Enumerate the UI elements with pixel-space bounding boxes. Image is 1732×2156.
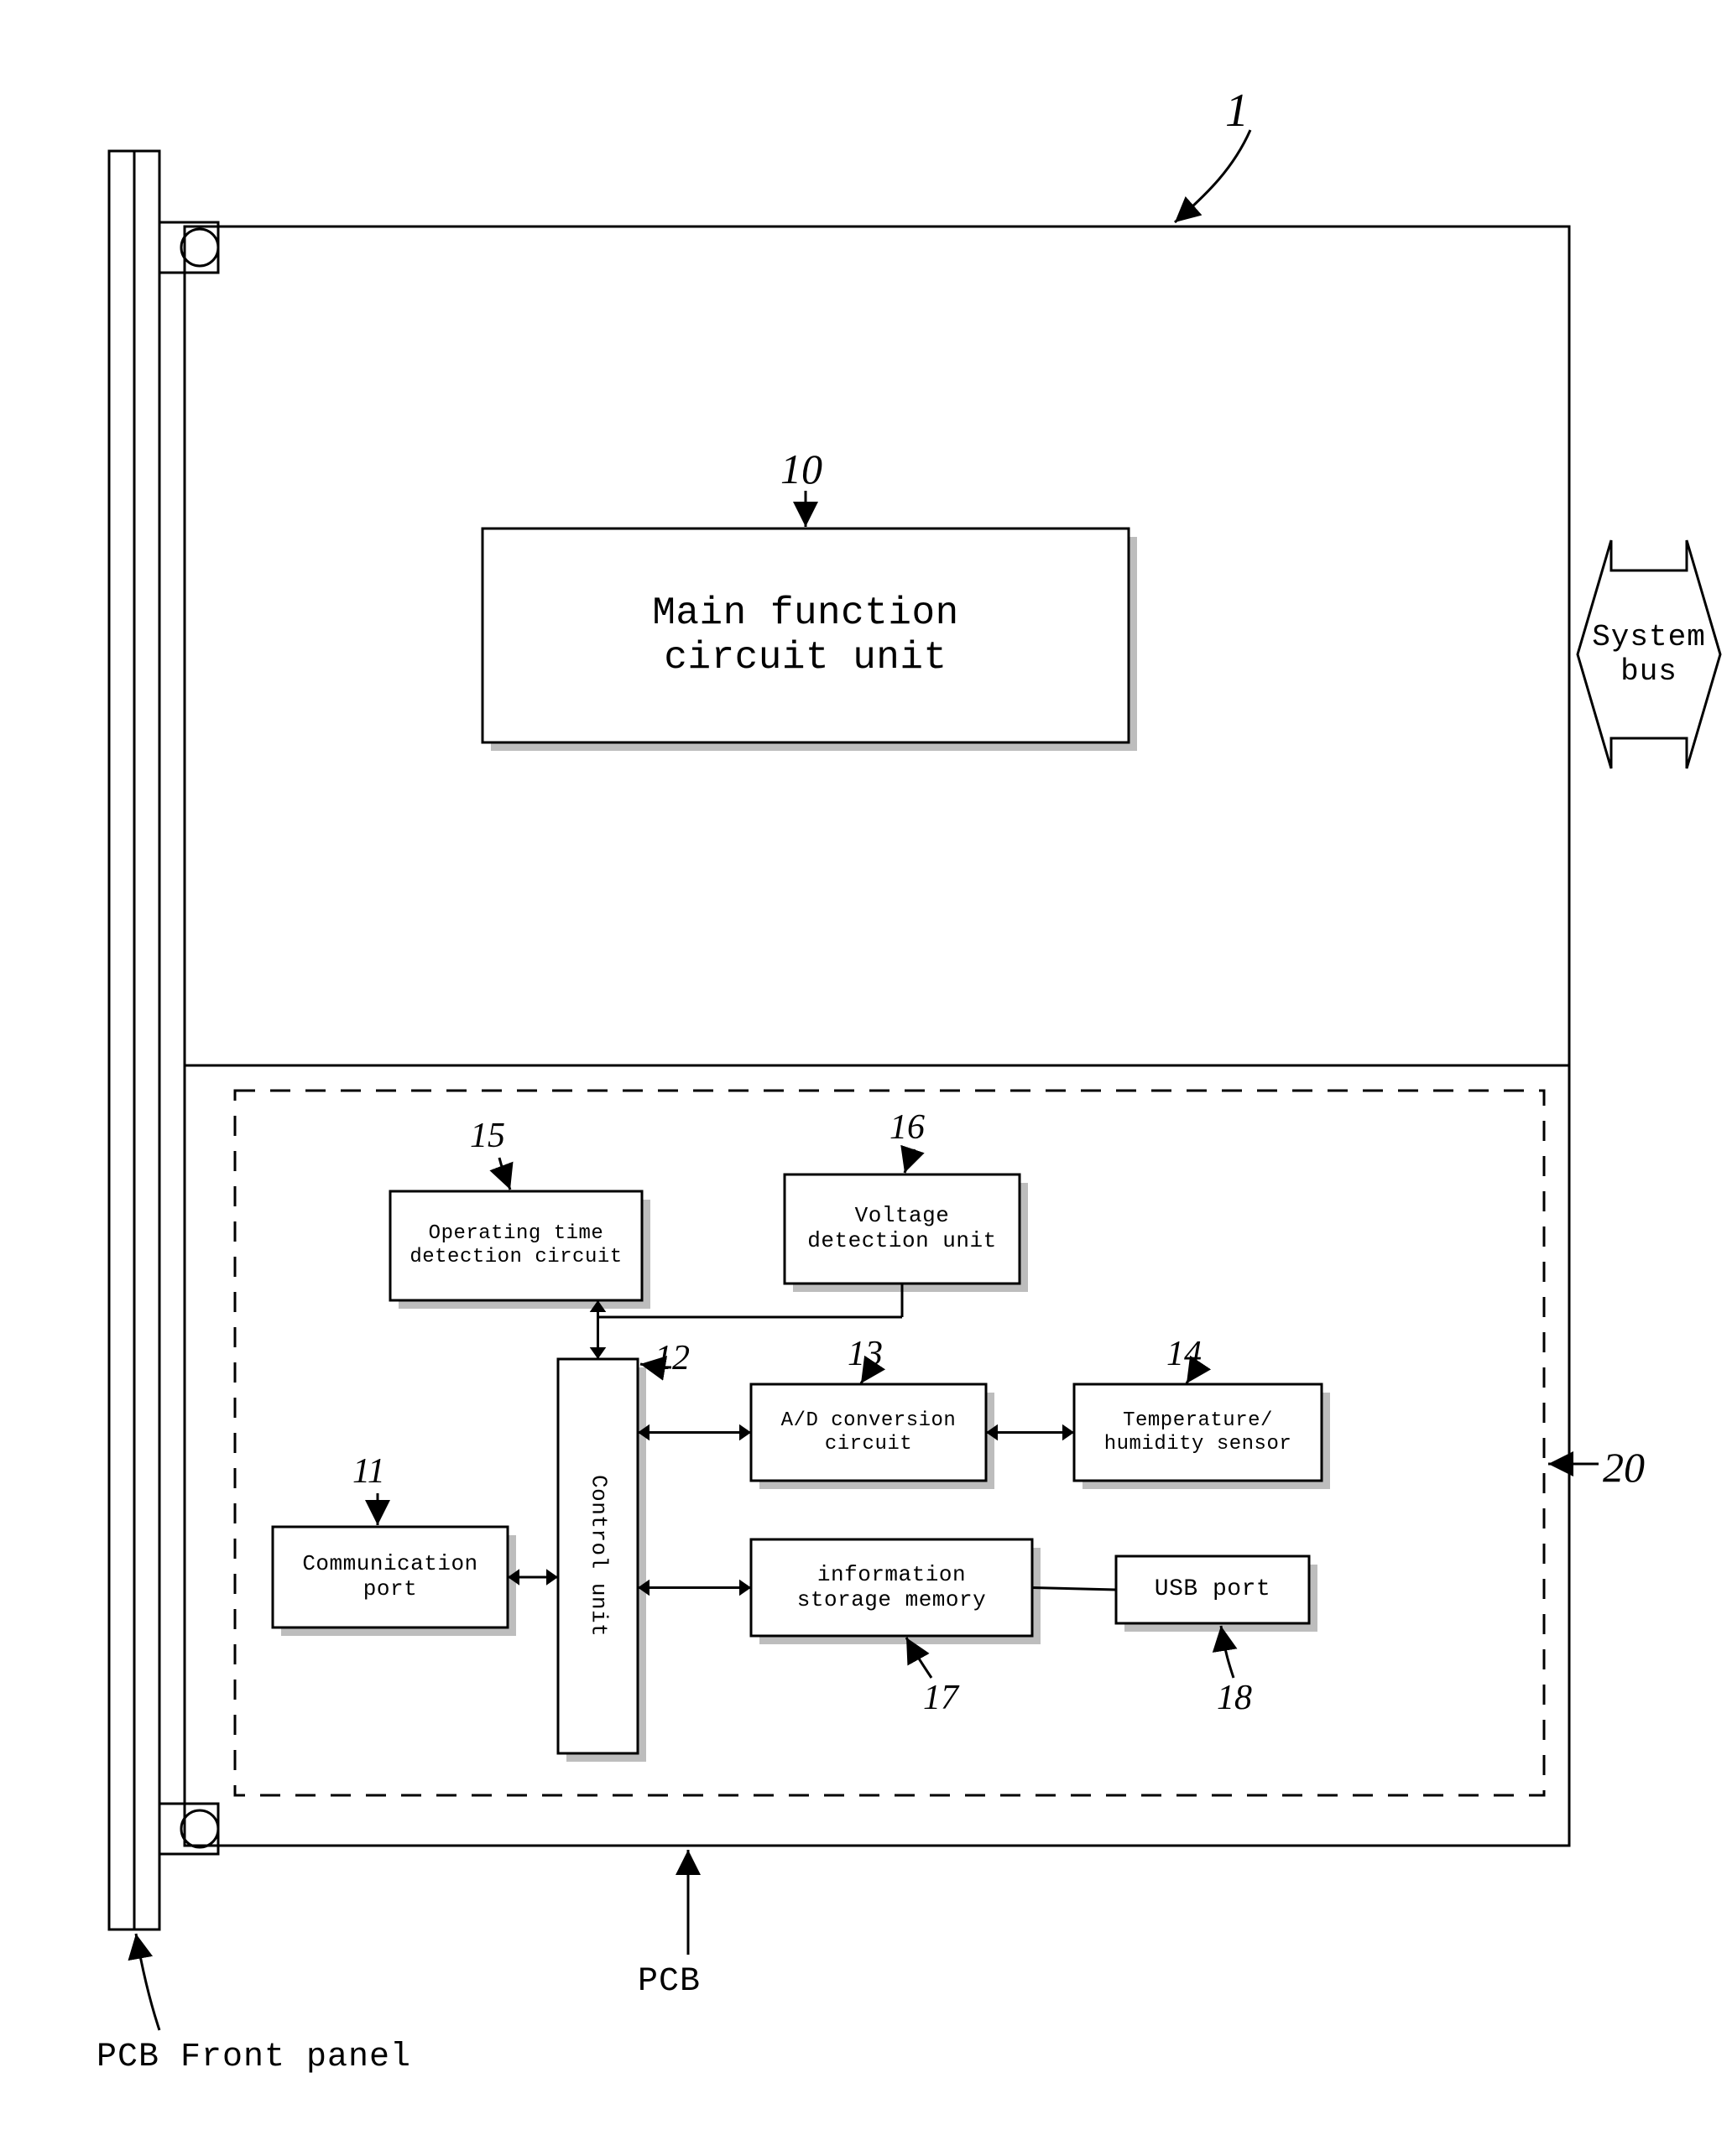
block-16: Voltage detection unit: [785, 1174, 1020, 1284]
ref-label-11: 11: [352, 1451, 385, 1492]
callout-frontpanel: PCB Front panel: [97, 2039, 411, 2077]
ref-label-17: 17: [923, 1678, 958, 1718]
system-bus-label: System bus: [1578, 579, 1720, 730]
block-17: information storage memory: [751, 1539, 1032, 1636]
ref-label-12: 12: [655, 1338, 690, 1378]
ref-label-1: 1: [1225, 84, 1249, 138]
ref-label-10: 10: [780, 445, 822, 493]
block-15: Operating time detection circuit: [390, 1191, 642, 1300]
ref-label-20: 20: [1603, 1443, 1645, 1492]
ref-label-18: 18: [1217, 1678, 1252, 1718]
diagram-svg: [0, 0, 1732, 2156]
block-14: Temperature/ humidity sensor: [1074, 1384, 1322, 1481]
block-13: A/D conversion circuit: [751, 1384, 986, 1481]
block-11: Communication port: [273, 1527, 508, 1627]
block-10: Main function circuit unit: [483, 529, 1129, 742]
block-18: USB port: [1116, 1556, 1309, 1623]
ref-label-14: 14: [1166, 1334, 1202, 1374]
callout-pcb: PCB: [638, 1963, 701, 2002]
block-12: Control unit: [558, 1359, 638, 1753]
ref-label-15: 15: [470, 1116, 505, 1156]
ref-label-16: 16: [889, 1107, 925, 1148]
ref-label-13: 13: [848, 1334, 883, 1374]
